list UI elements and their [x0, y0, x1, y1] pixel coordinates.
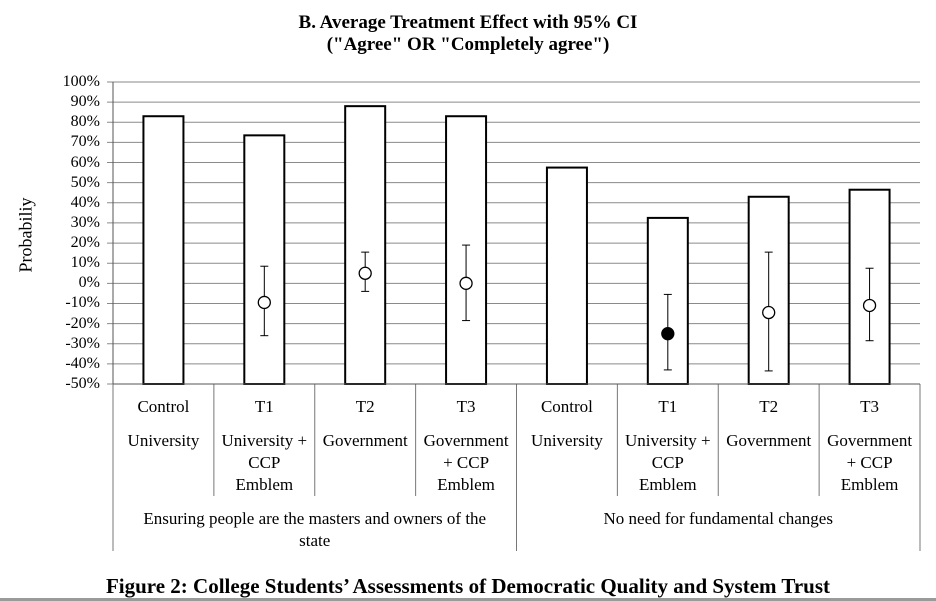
effect-point [257, 295, 271, 310]
chart-title: B. Average Treatment Effect with 95% CI [298, 12, 638, 33]
treatment-label: T2 [759, 397, 779, 416]
page-divider [0, 598, 936, 601]
y-tick-label: -20% [65, 314, 100, 332]
y-tick-label: -40% [65, 354, 100, 372]
effect-point [459, 276, 473, 290]
effect-point [358, 266, 372, 280]
effect-point [661, 327, 675, 341]
treatment-label: T3 [456, 397, 476, 416]
treatment-label: T2 [355, 397, 375, 416]
bar [545, 166, 588, 385]
y-tick-label: -10% [65, 294, 100, 312]
source-label: Government [726, 431, 812, 450]
treatment-label: T1 [658, 397, 678, 416]
y-tick-label: 60% [70, 153, 100, 171]
y-tick-label: 50% [70, 173, 100, 191]
effect-point [862, 298, 877, 313]
y-tick-label: 40% [70, 193, 100, 211]
source-label: University + CCP Emblem [221, 431, 308, 494]
group-label: No need for fundamental changes [603, 509, 833, 528]
treatment-label: Control [540, 397, 593, 416]
y-tick-label: -30% [65, 334, 100, 352]
y-tick-label: 100% [62, 73, 100, 90]
treatment-label: T3 [860, 397, 879, 416]
source-label: University [531, 431, 603, 450]
bar [142, 115, 185, 386]
group-label: Ensuring people are the masters and owne… [143, 509, 487, 550]
y-tick-label: 10% [70, 254, 100, 272]
y-tick-label: -50% [65, 375, 100, 392]
y-tick-label: 80% [70, 113, 100, 131]
source-label: University + CCP Emblem [625, 431, 711, 494]
y-tick-label: 90% [70, 93, 100, 111]
effect-point [762, 305, 776, 320]
figure-caption: Figure 2: College Students’ Assessments … [105, 574, 831, 598]
y-tick-label: 70% [70, 133, 100, 151]
y-tick-label: 20% [70, 234, 100, 252]
treatment-label: T1 [254, 397, 274, 416]
chart-subtitle: ("Agree" OR "Completely agree") [326, 34, 610, 55]
bar [243, 134, 286, 385]
source-label: Government + CCP Emblem [423, 431, 509, 494]
source-label: University [127, 431, 200, 450]
bar [344, 105, 387, 385]
treatment-label: Control [137, 397, 190, 416]
y-tick-label: 0% [78, 274, 100, 292]
source-label: Government + CCP Emblem [827, 431, 913, 494]
source-label: Government [322, 431, 408, 450]
y-tick-label: 30% [70, 213, 100, 231]
